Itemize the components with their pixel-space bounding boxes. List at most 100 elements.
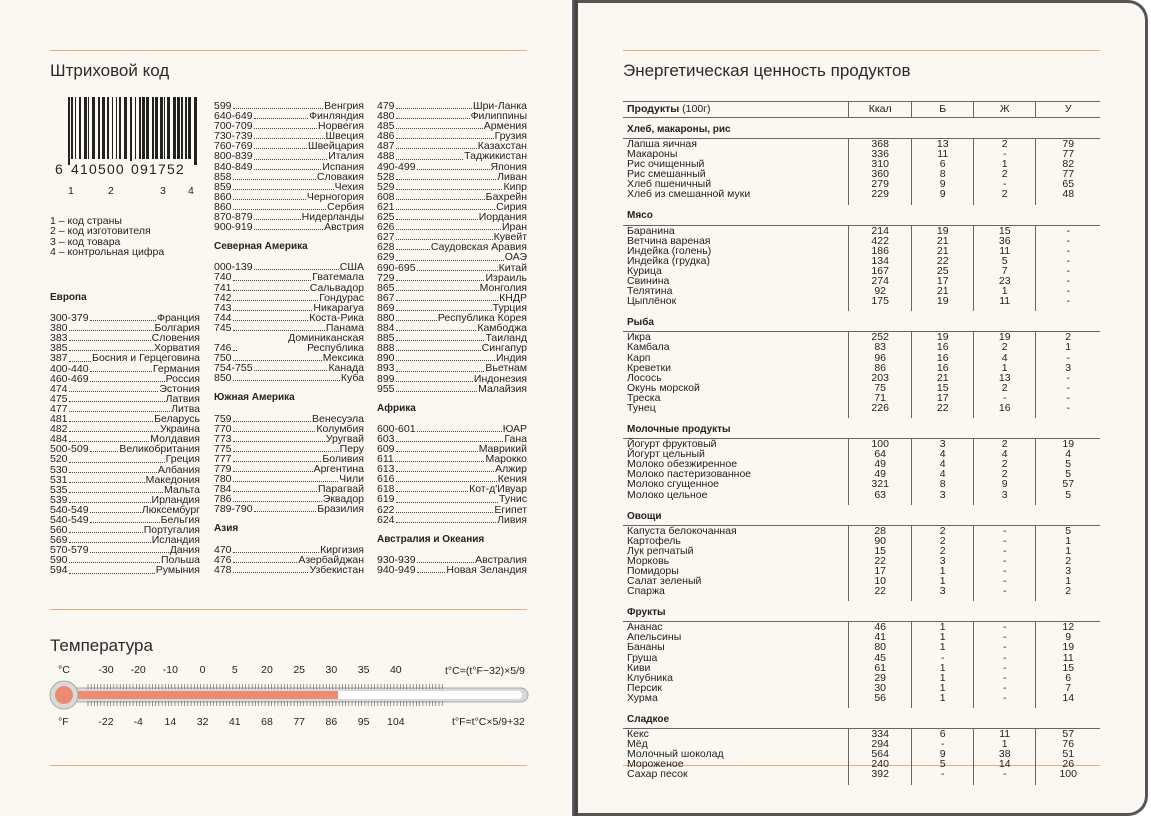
value-cell: 79 (1035, 138, 1100, 150)
country-entry: 870-879 Нидерланды (214, 212, 364, 223)
country-name: Дания (169, 544, 200, 557)
data-row: Мёд 294-1 76 (623, 739, 1100, 749)
country-name: Великобритания (119, 443, 200, 456)
bar-stripe (98, 97, 100, 159)
product-name: Помидоры (627, 565, 679, 577)
product-name: Ананас (623, 621, 849, 633)
bar-stripe (155, 97, 158, 159)
country-entry: 000-139 США (214, 262, 364, 273)
country-entry: 600-601 ЮАР (377, 424, 527, 435)
value-cell: 22 (911, 256, 974, 266)
bar-stripe (142, 97, 145, 159)
value-cell: 2 (1035, 556, 1100, 566)
country-code: 890 (377, 352, 395, 365)
legend-line: 3 – код товара (50, 235, 121, 248)
value-cell: 11 (972, 728, 1036, 740)
country-name: ОАЭ (504, 251, 527, 264)
value-cell: 1 (911, 693, 974, 709)
country-code: 780 (214, 473, 232, 486)
country-entry: 860 Сербия (214, 202, 364, 213)
bar-stripe (135, 97, 136, 159)
value-cell: 1 (972, 159, 1036, 169)
thermometer (49, 680, 529, 710)
rule (50, 609, 527, 610)
value-cell: - (1035, 296, 1100, 312)
fahrenheit-label: 104 (387, 716, 405, 728)
leader (232, 289, 309, 291)
country-entry: 475 Латвия (50, 394, 200, 405)
country-entry: 888 Сингапур (377, 343, 527, 354)
region-heading: Европа (50, 292, 87, 303)
value-cell: 368 (847, 138, 912, 150)
bar-stripe (107, 97, 109, 159)
section-name: Хлеб, макароны, рис (627, 123, 731, 135)
country-name: Испания (322, 160, 364, 173)
leader (395, 330, 477, 332)
value-cell: 2 (972, 189, 1036, 205)
bar-stripe (124, 97, 127, 159)
value-cell: 41 (847, 632, 912, 643)
value-cell: 6 (911, 728, 974, 740)
country-name: Кения (497, 473, 527, 486)
section-name: Фрукты (627, 607, 666, 619)
leader (253, 269, 339, 271)
country-code: 745 (214, 321, 232, 334)
leader (232, 319, 309, 321)
country-code: 528 (377, 170, 395, 183)
fahrenheit-label: 77 (293, 716, 306, 728)
country-name: Саудовская Аравия (430, 241, 527, 254)
country-entry: 741 Сальвадор (214, 282, 364, 293)
bar-stripe (88, 97, 89, 159)
section-title: Энергетическая ценность продуктов (623, 61, 911, 80)
leader (395, 259, 504, 261)
data-row: Ананас 46 1-12 (623, 621, 1100, 633)
country-code: 603 (377, 432, 395, 445)
product-name: Курица (627, 264, 662, 277)
country-entry: 860 Черногория (214, 192, 364, 203)
country-entry: 569 Исландия (50, 535, 200, 546)
country-code: 885 (377, 332, 395, 345)
country-code: 784 (214, 483, 232, 496)
leader (253, 158, 328, 160)
value-cell: 2 (972, 138, 1036, 150)
country-name: Словакия (316, 170, 364, 183)
country-entry: 729 Израиль (377, 272, 527, 283)
data-row: Бананы 80 1-19 (623, 642, 1100, 653)
product-name: Молоко обезжиренное (627, 458, 738, 471)
country-name: Азербайджан (298, 553, 364, 566)
country-name: Вьетнам (485, 362, 527, 375)
country-code: 775 (214, 442, 232, 455)
product-name: Цыплёнок (627, 295, 677, 308)
data-row: Баранина 214 19 15- (623, 224, 1100, 236)
bulb-fill (55, 686, 73, 704)
country-code: 611 (377, 453, 394, 466)
value-cell: 12 (1035, 621, 1100, 633)
country-entry: 742 Гондурас (214, 292, 364, 303)
country-entry: 746 Доминиканская Республика (214, 333, 364, 354)
value-cell: 1 (972, 286, 1036, 296)
celsius-label: -20 (130, 664, 146, 676)
value-cell: 1 (911, 566, 974, 576)
bar-stripe (194, 97, 197, 165)
leader (416, 168, 490, 170)
section-row: Молочные продукты (623, 418, 1100, 439)
leader (253, 370, 328, 372)
value-cell: 2 (1035, 331, 1100, 343)
value-cell: - (1035, 245, 1100, 256)
country-entry: 613 Алжир (377, 464, 527, 475)
value-cell: 4 (911, 449, 974, 459)
country-name: Республика Корея (437, 311, 527, 324)
barcode-digits: 410500 (70, 161, 126, 177)
country-code: 869 (377, 301, 395, 314)
formula: t°C=(t°F−32)×5/9 (445, 665, 525, 677)
country-entry: 480 Филиппины (377, 111, 527, 122)
country-name: Беларусь (154, 413, 200, 426)
country-code: 690-695 (377, 261, 416, 274)
leader (232, 279, 312, 281)
country-name: Украина (160, 423, 200, 436)
value-cell: 3 (911, 556, 974, 566)
leader (232, 450, 339, 452)
country-name: Словения (151, 332, 200, 345)
country-code: 955 (377, 382, 395, 395)
product-name: Свинина (627, 275, 670, 288)
